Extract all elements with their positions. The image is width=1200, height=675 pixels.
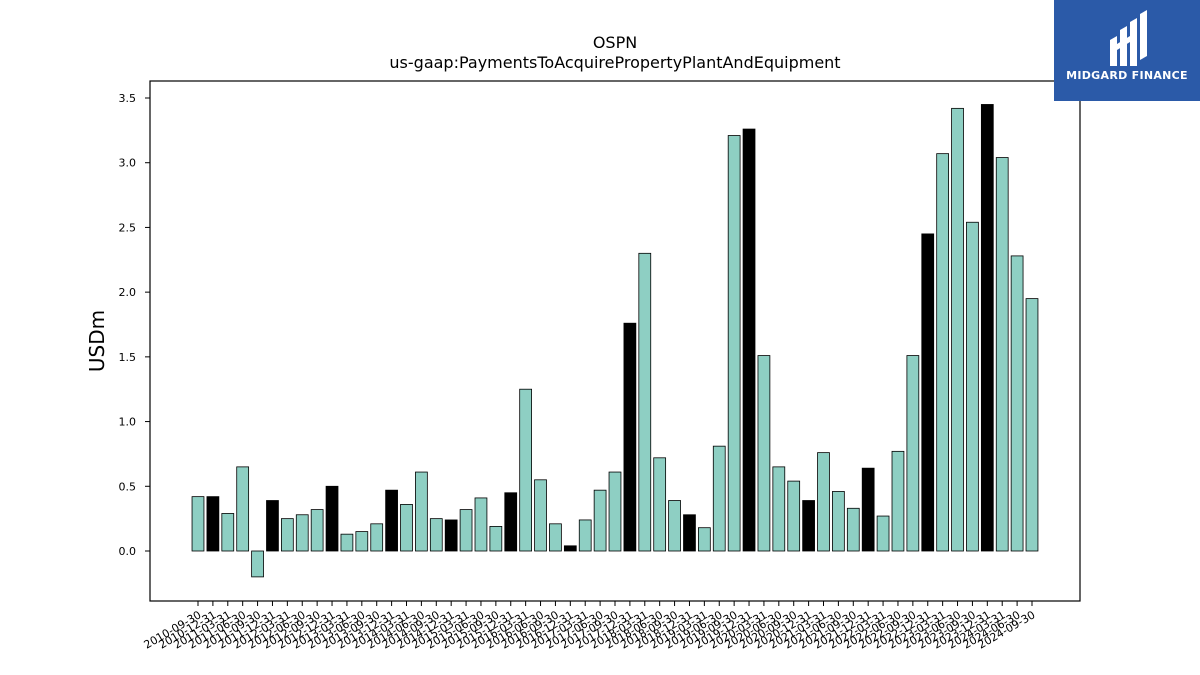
y-axis-label: USDm: [85, 310, 109, 372]
bar-2011-12-31: [266, 500, 279, 552]
bar-2016-03-31: [519, 388, 533, 552]
bar-2020-12-31: [802, 500, 815, 552]
bar-2022-12-31: [921, 233, 935, 552]
bar-2022-09-30: [906, 355, 920, 552]
chart-title: OSPN: [593, 33, 637, 52]
bar-2010-12-31: [206, 496, 220, 552]
bar-2012-06-30: [295, 514, 309, 552]
y-tick-label: 0.0: [119, 545, 137, 558]
x-axis: 2010-09-302010-12-312011-03-312011-06-30…: [142, 601, 1038, 652]
y-tick-label: 1.5: [119, 351, 137, 364]
bar-2012-12-31: [325, 485, 339, 552]
bar-2014-03-31: [400, 504, 413, 552]
bar-2023-06-30: [951, 107, 964, 552]
bar-2017-09-30: [608, 471, 622, 552]
bar-2023-09-30: [966, 221, 979, 552]
bar-2015-12-31: [504, 492, 518, 552]
bar-2020-06-30: [772, 466, 786, 552]
bar-2012-03-31: [280, 518, 294, 552]
bar-2011-09-30: [251, 550, 264, 578]
bar-2014-12-31: [444, 519, 458, 552]
bar-2016-12-31: [563, 545, 577, 552]
bar-2016-09-30: [549, 523, 562, 552]
bar-2019-03-31: [698, 527, 711, 552]
bar-2017-12-31: [623, 322, 637, 552]
bar-2013-12-31: [385, 489, 398, 552]
bar-2021-06-30: [832, 491, 845, 552]
y-tick-label: 3.5: [119, 92, 137, 105]
bar-2015-03-31: [459, 509, 473, 552]
logo-text: MIDGARD FINANCE: [1066, 69, 1188, 82]
midgard-monogram-icon: [1110, 10, 1147, 66]
bar-2013-03-31: [340, 533, 354, 552]
chart-subtitle: us-gaap:PaymentsToAcquirePropertyPlantAn…: [389, 53, 840, 72]
bar-2023-03-31: [936, 153, 950, 552]
bar-2020-09-30: [787, 480, 801, 552]
bar-2021-09-30: [846, 507, 860, 552]
y-axis: 0.0 0.5 1.0 1.5 2.0 2.5 3.0 3.5: [119, 92, 150, 558]
bar-2013-06-30: [355, 531, 369, 552]
bar-2011-03-31: [221, 513, 235, 552]
y-tick-label: 2.5: [119, 221, 137, 234]
bar-2015-06-30: [474, 497, 488, 552]
bar-2021-03-31: [817, 452, 830, 552]
bar-2024-09-30: [1025, 298, 1039, 552]
bars-group: [191, 104, 1039, 578]
bar-2024-06-30: [1010, 255, 1024, 552]
bar-2022-06-30: [891, 450, 905, 552]
bar-2019-09-30: [727, 135, 741, 552]
bar-2016-06-30: [534, 479, 547, 552]
bar-2021-12-31: [861, 467, 875, 552]
bar-2018-09-30: [668, 500, 681, 552]
bar-2011-06-30: [236, 466, 250, 552]
bar-2014-09-30: [429, 518, 443, 552]
y-tick-label: 2.0: [119, 286, 137, 299]
bar-2013-09-30: [370, 523, 384, 552]
bar-2018-06-30: [653, 457, 667, 552]
y-tick-label: 3.0: [119, 157, 137, 170]
bar-2017-03-31: [578, 519, 592, 552]
bar-2012-09-30: [310, 509, 324, 552]
y-tick-label: 1.0: [119, 416, 137, 429]
bar-2015-09-30: [489, 526, 503, 552]
bar-2014-06-30: [415, 471, 428, 552]
bar-2020-03-31: [757, 355, 771, 552]
bar-2010-09-30: [191, 496, 205, 552]
midgard-finance-logo: MIDGARD FINANCE: [1054, 0, 1200, 101]
bar-2018-03-31: [638, 252, 652, 552]
bar-2023-12-31: [980, 104, 994, 552]
y-tick-label: 0.5: [119, 480, 137, 493]
bar-2018-12-31: [683, 514, 696, 552]
bar-2019-12-31: [742, 128, 756, 552]
bar-2019-06-30: [712, 445, 726, 552]
bar-2022-03-31: [876, 515, 890, 552]
bar-2017-06-30: [593, 489, 607, 552]
bar-2024-03-31: [995, 157, 1009, 552]
